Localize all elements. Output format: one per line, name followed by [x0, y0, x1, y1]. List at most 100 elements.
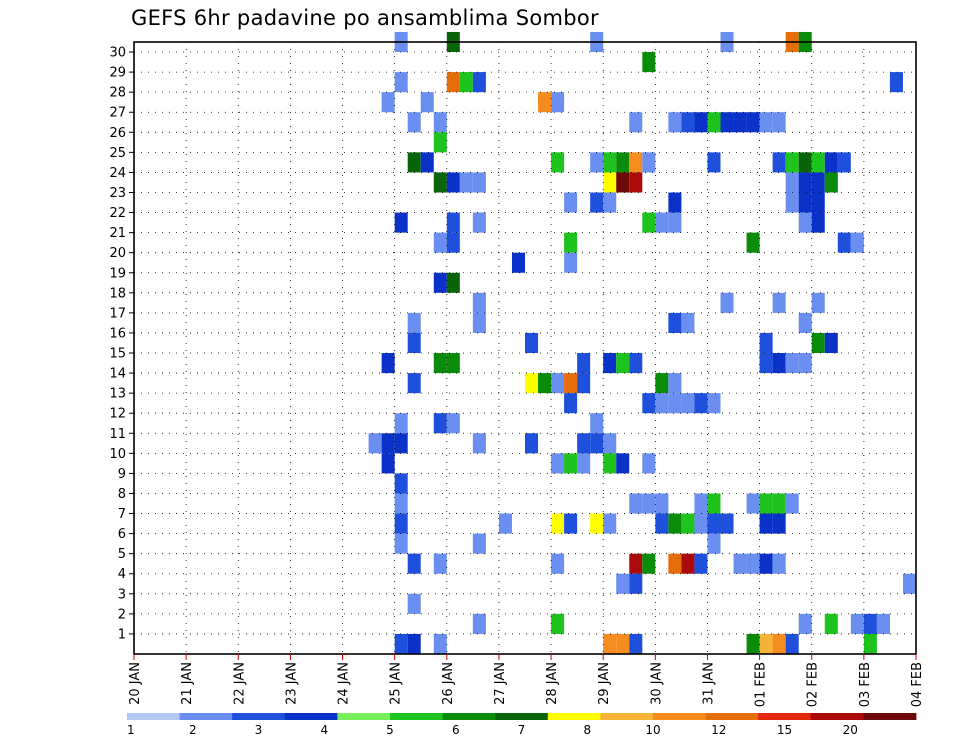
- precip-cell: [420, 152, 434, 173]
- precip-cell: [407, 312, 421, 333]
- precip-cell: [746, 633, 760, 654]
- precip-cell: [446, 413, 460, 434]
- precip-cell: [394, 513, 408, 534]
- precip-cell: [746, 232, 760, 253]
- precip-cell: [407, 593, 421, 614]
- precip-cell: [642, 493, 656, 514]
- precip-cell: [681, 112, 695, 133]
- precip-cell: [564, 252, 578, 273]
- x-axis: 20 JAN 21 JAN 22 JAN 23 JAN 24 JAN 25 JAN 26 J…: [128, 654, 925, 707]
- precip-cell: [707, 533, 721, 554]
- precip-cell: [616, 152, 630, 173]
- legend-label: 2: [189, 723, 197, 737]
- legend-swatch: [232, 713, 286, 720]
- precip-cell: [707, 112, 721, 133]
- precip-cell: [407, 152, 421, 173]
- precip-cell: [472, 613, 486, 634]
- precip-cell: [668, 393, 682, 414]
- precip-cell: [394, 633, 408, 654]
- precip-cell: [407, 112, 421, 133]
- precip-cell: [746, 112, 760, 133]
- y-tick-label: 28: [109, 86, 126, 101]
- precip-cell: [446, 272, 460, 293]
- x-tick-label: 23 JAN: [284, 662, 299, 705]
- y-tick-label: 30: [109, 46, 126, 61]
- precip-cell: [472, 533, 486, 554]
- precip-cell: [551, 613, 565, 634]
- x-tick-label: 26 JAN: [441, 662, 456, 705]
- precip-cell: [472, 433, 486, 454]
- precip-cell: [772, 633, 786, 654]
- precip-cell: [811, 292, 825, 313]
- chart-title: GEFS 6hr padavine po ansamblima Sombor: [131, 6, 599, 30]
- precip-cell: [629, 112, 643, 133]
- precip-cell: [746, 553, 760, 574]
- precip-cell: [642, 453, 656, 474]
- precip-cell: [472, 72, 486, 93]
- x-tick-label: 29 JAN: [597, 662, 612, 705]
- precip-cell: [759, 112, 773, 133]
- precip-cell: [446, 212, 460, 233]
- precip-cell: [824, 172, 838, 193]
- precip-cell: [590, 192, 604, 213]
- y-tick-label: 2: [118, 607, 126, 622]
- x-tick-label: 03 FEB: [858, 662, 873, 707]
- x-tick-label: 01 FEB: [754, 662, 769, 707]
- precip-cell: [407, 553, 421, 574]
- precip-cell: [381, 92, 395, 113]
- precip-cell: [785, 192, 799, 213]
- legend-swatch: [179, 713, 233, 720]
- y-tick-label: 24: [109, 166, 126, 181]
- precip-cell: [746, 493, 760, 514]
- cells-layer: [368, 31, 916, 654]
- precip-cell: [590, 413, 604, 434]
- legend-swatch: [390, 713, 443, 720]
- precip-cell: [655, 513, 669, 534]
- precip-cell: [551, 553, 565, 574]
- precip-cell: [850, 232, 864, 253]
- precip-cell: [837, 232, 851, 253]
- precip-cell: [798, 613, 812, 634]
- precip-cell: [368, 433, 382, 454]
- x-tick-label: 27 JAN: [493, 662, 508, 705]
- precip-cell: [772, 513, 786, 534]
- precip-cell: [616, 573, 630, 594]
- precip-cell: [655, 212, 669, 233]
- precip-cell: [629, 553, 643, 574]
- precip-cell: [564, 393, 578, 414]
- precip-cell: [811, 212, 825, 233]
- precip-cell: [551, 152, 565, 173]
- precip-cell: [785, 633, 799, 654]
- precip-cell: [564, 232, 578, 253]
- precip-cell: [629, 633, 643, 654]
- legend-colorbar: 1 2 3 4 5 6 7 8 10 12 15 20: [127, 713, 917, 737]
- y-tick-label: 19: [109, 266, 126, 281]
- precip-cell: [629, 493, 643, 514]
- precip-cell: [498, 513, 512, 534]
- precip-cell: [472, 172, 486, 193]
- precip-cell: [551, 373, 565, 394]
- y-tick-label: 1: [118, 627, 126, 642]
- x-tick-label: 02 FEB: [806, 662, 821, 707]
- precip-cell: [759, 493, 773, 514]
- precip-cell: [733, 553, 747, 574]
- y-tick-label: 18: [109, 286, 126, 301]
- y-tick-label: 13: [109, 387, 126, 402]
- precip-cell: [433, 272, 447, 293]
- precip-cell: [759, 553, 773, 574]
- precip-cell: [394, 533, 408, 554]
- precip-cell: [759, 633, 773, 654]
- precip-cell: [811, 152, 825, 173]
- precip-cell: [772, 112, 786, 133]
- precip-cell: [889, 72, 903, 93]
- legend-label: 1: [127, 723, 135, 737]
- precip-cell: [616, 353, 630, 374]
- y-tick-label: 15: [109, 347, 126, 362]
- precip-cell: [629, 152, 643, 173]
- legend-swatch: [653, 713, 706, 720]
- precip-cell: [785, 493, 799, 514]
- precip-cell: [772, 493, 786, 514]
- y-axis: 1234567891011121314151617181920212223242…: [109, 46, 134, 642]
- legend-swatch: [337, 713, 391, 720]
- precip-cell: [772, 152, 786, 173]
